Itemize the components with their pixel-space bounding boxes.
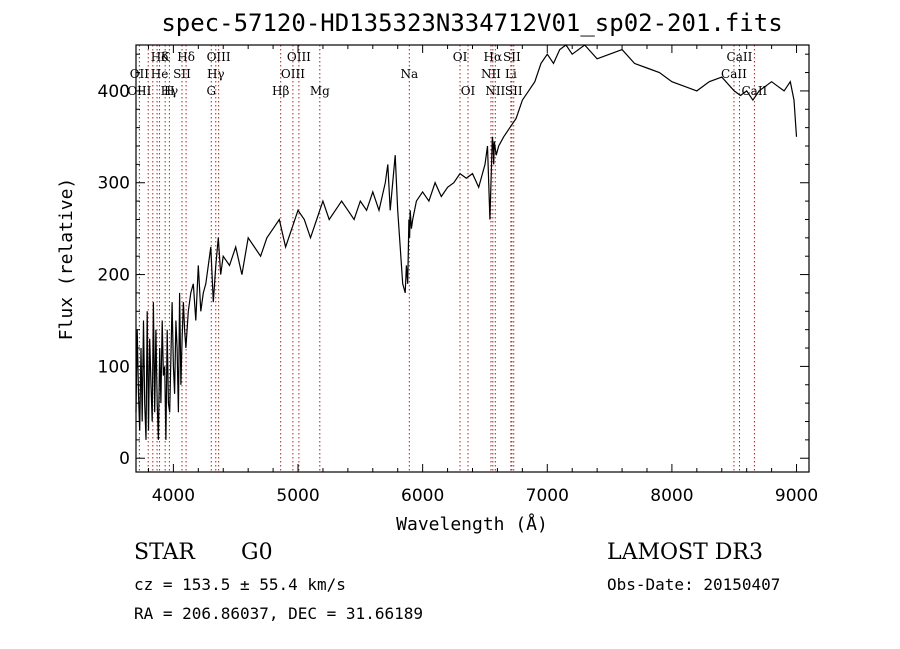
- line-label-19: Hα: [484, 50, 503, 64]
- y-tick-label-3: 300: [98, 174, 130, 194]
- line-label-17: OI: [453, 50, 468, 64]
- line-label-4: He: [151, 67, 169, 81]
- plot-frame: [135, 44, 810, 473]
- line-label-12: OIII: [287, 50, 311, 64]
- x-tick-label-1: 5000: [276, 486, 319, 506]
- coordinates-text: RA = 206.86037, DEC = 31.66189: [134, 604, 423, 623]
- x-axis-label: Wavelength (Å): [396, 513, 548, 535]
- line-label-6: SII: [173, 67, 191, 81]
- y-tick-label-0: 0: [119, 449, 130, 469]
- object-class: STAR: [134, 540, 195, 565]
- line-label-8: Hδ: [177, 50, 195, 64]
- line-label-3: K: [161, 50, 171, 64]
- x-axis-ticks: 4000 5000 6000 7000 8000 9000: [147, 45, 818, 506]
- line-label-23: NII: [485, 84, 505, 98]
- spectrum-series-line: [135, 44, 798, 440]
- observation-date: Obs-Date: 20150407: [607, 575, 781, 594]
- x-tick-label-2: 6000: [401, 486, 444, 506]
- line-label-5: Hγ: [161, 84, 179, 98]
- line-label-24: SII: [505, 84, 523, 98]
- y-tick-label-4: 400: [98, 82, 130, 102]
- line-label-7: H: [164, 84, 174, 98]
- y-tick-label-2: 200: [98, 266, 130, 286]
- line-label-25: CaII: [727, 50, 753, 64]
- x-tick-label-0: 4000: [152, 486, 195, 506]
- line-label-20: SII: [503, 50, 521, 64]
- y-tick-label-1: 100: [98, 357, 130, 377]
- redshift-text: cz = 153.5 ± 55.4 km/s: [134, 575, 346, 594]
- y-axis-label: Flux (relative): [56, 178, 77, 341]
- line-label-27: CaII: [741, 84, 767, 98]
- line-label-0: Hδ: [151, 50, 169, 64]
- object-subclass: G0: [241, 540, 273, 565]
- line-label-21: NII: [481, 67, 501, 81]
- x-tick-label-5: 9000: [775, 486, 818, 506]
- survey-name: LAMOST DR3: [607, 540, 763, 565]
- line-label-10: Hγ: [207, 67, 225, 81]
- chart-title: spec-57120-HD135323N334712V01_sp02-201.f…: [161, 9, 782, 37]
- line-label-18: OI: [461, 84, 476, 98]
- x-tick-label-4: 8000: [650, 486, 693, 506]
- y-axis-ticks: 0 100 200 300 400: [98, 53, 809, 469]
- x-tick-label-3: 7000: [526, 486, 569, 506]
- line-label-15: Mg: [310, 84, 330, 98]
- line-label-14: Hβ: [272, 84, 289, 98]
- line-label-9: OIII: [207, 50, 231, 64]
- line-label-26: CaII: [721, 67, 747, 81]
- line-label-22: Li: [505, 67, 517, 81]
- line-label-16: Na: [400, 67, 418, 81]
- line-label-13: OIII: [281, 67, 305, 81]
- line-label-11: G: [206, 84, 216, 98]
- line-label-1: OII: [130, 67, 150, 81]
